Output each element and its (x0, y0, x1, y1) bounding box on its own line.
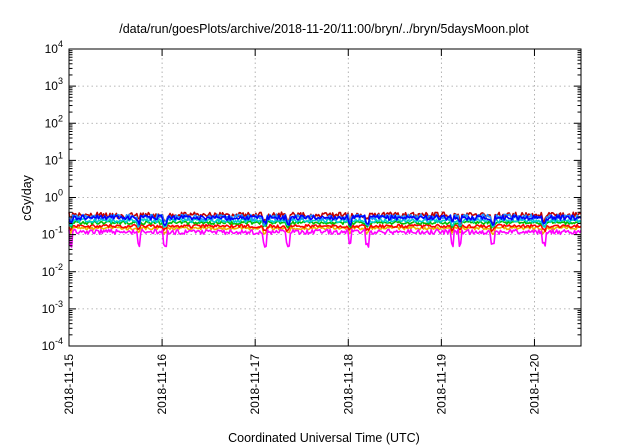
x-axis-label: Coordinated Universal Time (UTC) (228, 431, 420, 445)
series-line (68, 223, 582, 233)
y-tick-labels: 10-4 10-3 10-2 10-1 100 101 102 103 104 (42, 39, 63, 353)
x-tick-label: 2018-11-18 (341, 354, 355, 415)
x-tick-label: 2018-11-17 (248, 354, 262, 415)
y-tick-label: 10-1 (42, 225, 63, 242)
series-line (68, 211, 582, 225)
x-tick-label: 2018-11-20 (527, 354, 541, 415)
series-line (68, 214, 582, 227)
series-line (68, 225, 582, 235)
grid-layer (69, 49, 581, 346)
y-tick-label: 100 (45, 188, 63, 205)
y-axis-label: cGy/day (20, 174, 34, 221)
x-tick-label: 2018-11-16 (155, 354, 169, 415)
y-tick-label: 10-3 (42, 299, 63, 316)
y-tick-label: 102 (45, 113, 63, 130)
x-tick-label: 2018-11-19 (434, 354, 448, 415)
tick-layer (68, 48, 581, 347)
y-tick-label: 101 (45, 150, 63, 167)
chart-title: /data/run/goesPlots/archive/2018-11-20/1… (119, 22, 529, 36)
x-tick-label: 2018-11-15 (62, 354, 76, 415)
y-tick-label: 10-2 (42, 262, 63, 279)
y-tick-label: 104 (45, 39, 63, 56)
series-line (68, 228, 582, 248)
series-layer (68, 211, 582, 248)
x-tick-labels: 2018-11-15 2018-11-16 2018-11-17 2018-11-18… (62, 354, 541, 415)
y-tick-label: 10-4 (42, 336, 63, 353)
y-tick-label: 103 (45, 76, 63, 93)
